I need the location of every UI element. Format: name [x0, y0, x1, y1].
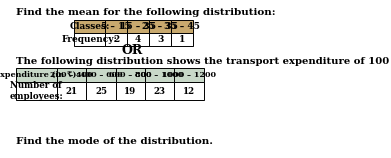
- Bar: [174, 68, 204, 82]
- Bar: [127, 20, 149, 33]
- Bar: [145, 68, 174, 82]
- Bar: [149, 20, 171, 33]
- Bar: [105, 20, 127, 33]
- Text: 19: 19: [124, 87, 136, 96]
- Bar: [116, 82, 145, 100]
- Text: 12: 12: [183, 87, 195, 96]
- Bar: [149, 33, 171, 46]
- Text: 1000 – 1200: 1000 – 1200: [162, 71, 216, 79]
- Text: OR: OR: [122, 43, 143, 57]
- Bar: [116, 68, 145, 82]
- Text: 800 – 1000: 800 – 1000: [135, 71, 184, 79]
- Text: 35 – 45: 35 – 45: [164, 22, 200, 31]
- Bar: [86, 82, 116, 100]
- Bar: [171, 20, 193, 33]
- Text: Frequency:: Frequency:: [61, 35, 117, 44]
- Text: 25: 25: [95, 87, 107, 96]
- Bar: [16, 82, 57, 100]
- Bar: [74, 20, 105, 33]
- Text: Number of
employees:: Number of employees:: [9, 81, 63, 101]
- Text: The following distribution shows the transport expenditure of 100 employees:: The following distribution shows the tra…: [16, 57, 391, 66]
- Bar: [174, 82, 204, 100]
- Text: 3: 3: [157, 35, 163, 44]
- Text: 23: 23: [154, 87, 165, 96]
- Text: 4: 4: [135, 35, 141, 44]
- Text: 5 – 15: 5 – 15: [101, 22, 131, 31]
- Text: 1: 1: [179, 35, 185, 44]
- Text: Classes:: Classes:: [69, 22, 109, 31]
- Text: 15 – 35: 15 – 35: [120, 22, 156, 31]
- Bar: [145, 82, 174, 100]
- Bar: [57, 68, 86, 82]
- Text: 600 – 800: 600 – 800: [109, 71, 152, 79]
- Text: 400 – 600: 400 – 600: [80, 71, 122, 79]
- Bar: [105, 33, 127, 46]
- Text: 25 – 35: 25 – 35: [142, 22, 178, 31]
- Bar: [127, 33, 149, 46]
- Text: Find the mode of the distribution.: Find the mode of the distribution.: [16, 137, 213, 146]
- Text: 2: 2: [113, 35, 119, 44]
- Bar: [86, 68, 116, 82]
- Text: Find the mean for the following distribution:: Find the mean for the following distribu…: [16, 8, 275, 17]
- Text: Expenditure (in ₹):: Expenditure (in ₹):: [0, 71, 79, 79]
- Bar: [16, 68, 57, 82]
- Text: 200 – 400: 200 – 400: [50, 71, 93, 79]
- Bar: [74, 33, 105, 46]
- Bar: [171, 33, 193, 46]
- Text: 21: 21: [66, 87, 78, 96]
- Bar: [57, 82, 86, 100]
